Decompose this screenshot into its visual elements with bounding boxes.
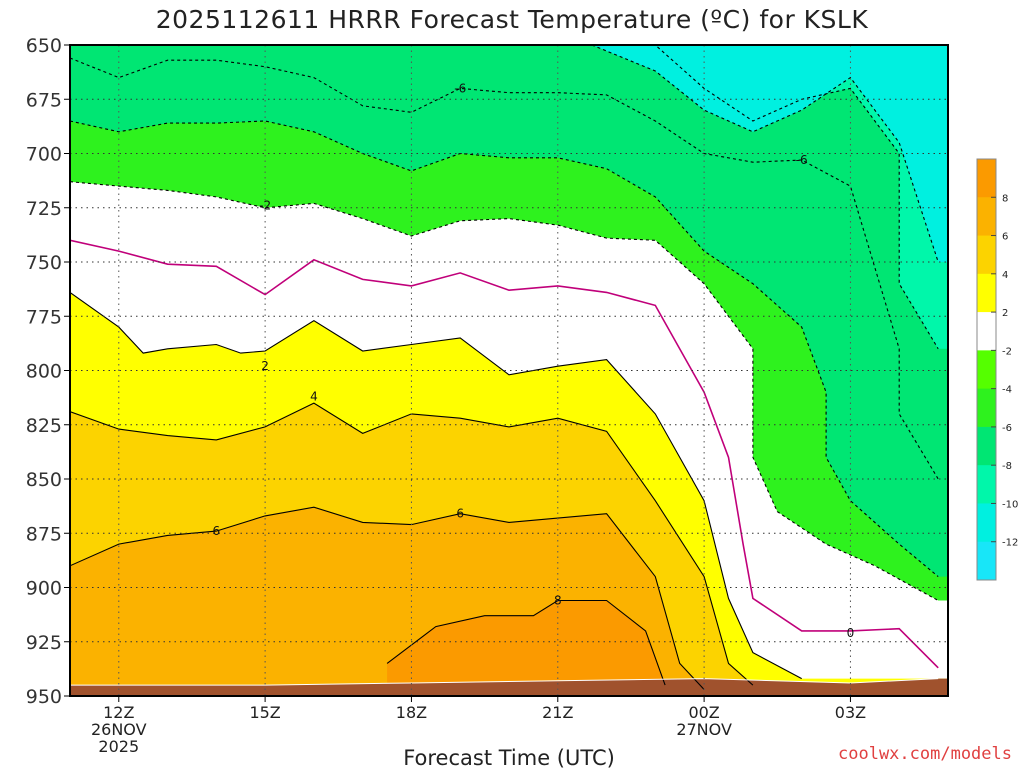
ground-band — [70, 678, 948, 696]
colorbar-swatch — [977, 426, 996, 466]
y-tick-label: 900 — [26, 578, 62, 600]
x-tick-label: 27NOV — [676, 720, 732, 739]
y-tick-label: 750 — [26, 252, 62, 274]
y-tick-label: 675 — [26, 89, 62, 111]
contour-label: -6 — [454, 81, 466, 95]
colorbar-swatch — [977, 312, 996, 351]
colorbar-swatch — [977, 541, 996, 581]
band-6 — [70, 507, 948, 696]
colorbar-swatch — [977, 159, 996, 198]
contour-8 — [386, 599, 666, 686]
y-tick-label: 800 — [26, 361, 62, 383]
y-tick-label: 825 — [26, 415, 62, 437]
contour-label: 4 — [310, 390, 318, 404]
contour-label: -2 — [259, 199, 271, 213]
x-axis-label: Forecast Time (UTC) — [403, 746, 615, 768]
colorbar-swatch — [977, 235, 996, 275]
contour-0 — [70, 239, 939, 669]
colorbar-swatch — [977, 350, 996, 390]
colorbar-label: 8 — [1002, 193, 1008, 204]
colorbar-label: 6 — [1002, 232, 1008, 243]
x-tick-label: 2025 — [98, 737, 139, 756]
colorbar-label: -10 — [1002, 499, 1018, 510]
y-tick-label: 725 — [26, 198, 62, 220]
contour-label: 6 — [456, 507, 464, 521]
y-tick-label: 875 — [26, 523, 62, 545]
chart-title: 2025112611 HRRR Forecast Temperature (ºC… — [156, 5, 869, 34]
x-tick-label: 21Z — [542, 703, 573, 722]
colorbar-frame — [976, 158, 997, 581]
x-tick-label: 03Z — [835, 703, 866, 722]
y-tick-label: 700 — [26, 144, 62, 166]
y-tick-label: 775 — [26, 306, 62, 328]
contour--8 — [70, 57, 939, 480]
y-tick-label: 950 — [26, 686, 62, 708]
contour-4 — [70, 402, 754, 686]
contour-label: 8 — [554, 594, 562, 608]
colorbar-label: -2 — [1002, 346, 1012, 357]
contour-label: -6 — [796, 153, 808, 167]
x-tick-label: 12Z — [103, 703, 134, 722]
contour--6 — [70, 120, 939, 578]
contour-2 — [70, 291, 802, 680]
x-tick-label: 00Z — [688, 703, 719, 722]
colorbar-label: 2 — [1002, 308, 1008, 319]
grid — [70, 45, 948, 696]
colorbar-swatch — [977, 388, 996, 428]
colorbar: 8 6 4 2 -2 -4 -6 -8 -10 -12 — [976, 158, 1018, 581]
credit-text[interactable]: coolwx.com/models — [838, 744, 1012, 764]
colorbar-swatch — [977, 465, 996, 504]
plot-area: -6 -6 -2 2 4 6 6 8 0 — [69, 44, 949, 697]
contour--12 — [591, 45, 939, 263]
colorbar-label: -6 — [1002, 423, 1012, 434]
colorbar-label: -12 — [1002, 538, 1018, 549]
colorbar-swatch — [977, 197, 996, 237]
y-tick-label: 850 — [26, 469, 62, 491]
x-tick-label: 26NOV — [91, 720, 147, 739]
colorbar-swatch — [977, 273, 996, 313]
contour-label: 2 — [261, 359, 269, 373]
contour-label: 6 — [213, 524, 221, 538]
y-axis: 650 675 700 725 750 775 800 825 850 875 900 925 950 — [26, 35, 70, 708]
contour--4 — [70, 181, 939, 601]
colorbar-label: -8 — [1002, 461, 1012, 472]
contour-label: 0 — [847, 626, 855, 640]
y-tick-label: 650 — [26, 35, 62, 57]
y-tick-label: 925 — [26, 632, 62, 654]
band-8 — [387, 600, 666, 696]
colorbar-label: 4 — [1002, 270, 1008, 281]
x-tick-label: 18Z — [396, 703, 427, 722]
colorbar-label: -4 — [1002, 385, 1012, 396]
x-tick-label: 15Z — [249, 703, 280, 722]
colorbar-swatch — [977, 503, 996, 543]
band--12 — [591, 45, 948, 262]
